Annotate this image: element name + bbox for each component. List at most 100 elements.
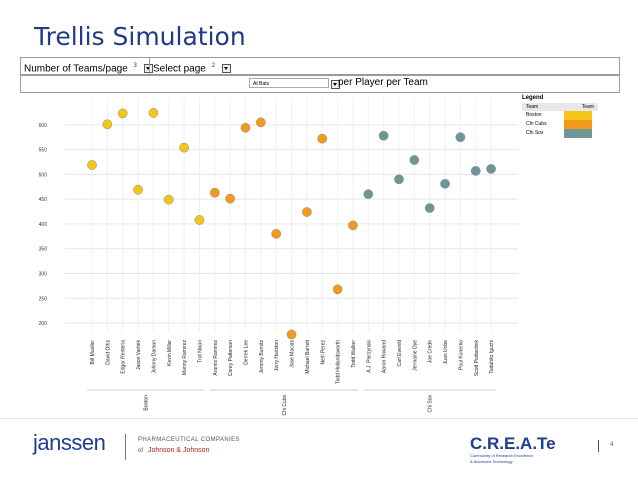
y-tick-label: 600	[39, 123, 48, 129]
data-point	[332, 284, 343, 295]
y-tick-label: 400	[39, 222, 48, 228]
x-tick-label: Aaron Rowand	[382, 340, 388, 373]
data-point	[271, 228, 282, 239]
legend-item-boston[interactable]: Boston	[522, 111, 598, 120]
x-tick-label: Jermaine Dye	[412, 340, 418, 371]
x-tick-label: David Ortiz	[105, 340, 111, 365]
legend-col2: Team	[581, 104, 594, 110]
jnj-logo-text: Johnson & Johnson	[147, 447, 210, 454]
teams-per-page-control[interactable]: Number of Teams/page 3	[24, 58, 153, 74]
data-point	[348, 220, 358, 231]
data-point	[455, 132, 466, 143]
data-point	[163, 194, 174, 205]
create-subtitle-1: Community of Research Excellence	[470, 453, 534, 458]
page-number-divider	[598, 440, 599, 452]
x-tick-label: Manny Ramirez	[182, 340, 188, 376]
select-page-label: Select page	[153, 63, 206, 75]
legend-swatch-chi-sox	[564, 129, 592, 138]
legend-item-chi-sox[interactable]: Chi Sox	[522, 129, 598, 138]
teams-per-page-value: 3	[133, 63, 137, 69]
of-text: of	[138, 448, 144, 454]
jnj-line: of Johnson & Johnson	[138, 447, 209, 454]
legend-item-chi-cubs[interactable]: Chi Cubs	[522, 120, 598, 129]
data-point	[409, 155, 420, 165]
data-point	[424, 203, 435, 213]
data-point	[87, 160, 97, 170]
y-tick-label: 300	[39, 271, 48, 277]
x-tick-label: Derrek Lee	[244, 340, 250, 365]
x-tick-label: Scott Podsednik	[474, 340, 480, 377]
data-point	[133, 184, 143, 195]
legend-item-label: Chi Sox	[526, 130, 544, 136]
x-tick-label: Johnny Damon	[151, 340, 157, 374]
group-label: Chi Cubs	[282, 395, 288, 416]
page-number: 4	[610, 442, 614, 448]
data-point	[470, 166, 481, 176]
x-tick-label: Michael Barrett	[305, 339, 311, 373]
footer-divider	[0, 418, 638, 419]
data-point	[302, 207, 312, 217]
data-point	[440, 178, 450, 189]
measure-suffix: per Player per Team	[338, 77, 428, 88]
data-point	[209, 187, 220, 198]
legend-item-label: Chi Cubs	[526, 121, 547, 127]
x-tick-label: Edgar Renteria	[121, 340, 127, 374]
x-tick-label: Bill Mueller	[90, 340, 96, 365]
x-tick-label: Paul Konerko	[458, 340, 464, 370]
data-point	[194, 215, 205, 225]
y-tick-label: 250	[39, 296, 48, 302]
legend-item-label: Boston	[526, 112, 542, 118]
y-tick-label: 550	[39, 148, 48, 154]
measure-bar: At Bats per Player per Team	[20, 75, 620, 93]
pharma-companies-text: PHARMACEUTICAL COMPANIES	[138, 437, 240, 443]
teams-per-page-label: Number of Teams/page	[24, 63, 128, 75]
x-tick-label: Trot Nixon	[197, 340, 203, 363]
data-point	[148, 108, 159, 118]
x-tick-label: Jose Macias	[290, 340, 296, 368]
page-title: Trellis Simulation	[34, 22, 246, 51]
data-point	[240, 122, 251, 133]
create-logo: C.R.E.A.Te	[470, 434, 556, 453]
measure-dropdown-icon[interactable]	[331, 80, 340, 89]
data-point	[102, 119, 113, 130]
group-label: Chi Sox	[428, 395, 434, 413]
select-page-value: 2	[211, 63, 215, 69]
y-tick-label: 200	[39, 321, 48, 327]
select-page-dropdown-icon[interactable]	[221, 64, 231, 74]
measure-select[interactable]: At Bats	[249, 78, 340, 89]
data-point	[394, 174, 404, 185]
y-tick-label: 350	[39, 247, 48, 253]
scatter-chart: 200 250 300 350 400 450 500 550 600 Bill Mueller D…	[39, 98, 518, 416]
control-divider	[149, 58, 150, 74]
data-point	[378, 130, 389, 141]
data-point	[256, 117, 266, 128]
y-tick-label: 500	[39, 172, 48, 178]
x-tick-label: Jeromy Burnitz	[259, 340, 265, 374]
legend-title: Legend	[522, 95, 544, 101]
controls-bar: Number of Teams/page 3 Select page 2	[20, 57, 620, 75]
y-tick-label: 450	[39, 197, 48, 203]
select-page-control[interactable]: Select page 2	[153, 58, 231, 74]
data-point	[225, 193, 235, 204]
x-tick-label: Neifi Perez	[320, 340, 326, 365]
data-point	[363, 189, 374, 200]
data-point	[179, 142, 189, 153]
x-tick-label: Juan Uribe	[443, 340, 449, 364]
logo-divider	[125, 434, 126, 460]
x-tick-label: Aramis Ramirez	[213, 340, 219, 376]
legend-col1: Team	[526, 104, 539, 110]
x-tick-label: Carl Everett	[397, 339, 403, 366]
legend-header: Team Team	[522, 103, 598, 111]
group-label: Boston	[144, 395, 150, 411]
teams-per-page-dropdown-icon[interactable]	[143, 64, 153, 74]
x-tick-label: A.J. Pierzynski	[366, 340, 372, 373]
data-point	[486, 164, 496, 174]
x-tick-label: Corey Patterson	[228, 340, 234, 376]
x-tick-label: Jason Varitek	[136, 340, 142, 370]
x-tick-label: Kevin Millar	[167, 340, 173, 366]
measure-select-value: At Bats	[253, 81, 270, 87]
x-tick-label: Todd Walker	[351, 340, 357, 368]
x-tick-label: Todd Hollandsworth	[336, 340, 342, 384]
data-point	[286, 329, 297, 340]
legend-swatch-chi-cubs	[564, 120, 592, 129]
